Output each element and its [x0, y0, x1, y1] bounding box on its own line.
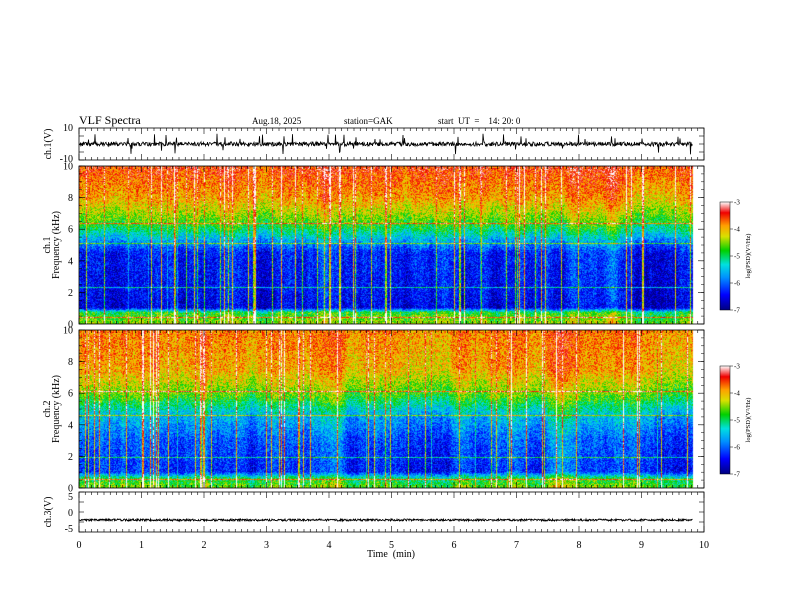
- ch1-spectrogram-ytick-label: 0: [68, 320, 73, 331]
- ch2-spectrogram-panel: 0 2 4 6 8 10 ch.2 Frequency (kHz): [42, 326, 705, 495]
- ch1-colorbar-tick-label: -5: [734, 253, 740, 261]
- ch1-spectrogram-panel: 0 2 4 6 8 10 ch.1 Frequency (kHz): [42, 162, 705, 331]
- ch1-spectrogram-ytick-label: 8: [68, 193, 73, 204]
- ch2-colorbar-tick-label: -5: [734, 417, 740, 425]
- ch1-colorbar-tick-label: -4: [734, 226, 740, 234]
- time-tick-label: 7: [514, 540, 519, 551]
- ch1-spectrogram-ytick-label: 4: [68, 256, 73, 267]
- ch1-spectrogram-ytick-label: 10: [63, 162, 73, 173]
- header-station: station=GAK: [344, 116, 393, 126]
- ch1-waveform-panel: 10 -10 ch.1(V): [43, 123, 705, 165]
- ch2-spectrogram-ytick-label: 8: [68, 357, 73, 368]
- ch1-spectrogram-channel-label: ch.1: [42, 237, 53, 254]
- ch3-ytick-bottom: -5: [65, 524, 73, 535]
- time-tick-label: 5: [389, 540, 394, 551]
- time-axis: 0 1 2 3 4 5 6 7 8 9 10: [77, 540, 710, 551]
- ch2-colorbar-tick-label: -3: [734, 363, 740, 371]
- ch3-ytick-top: 5: [68, 492, 73, 503]
- chart-title: VLF Spectra: [79, 113, 141, 127]
- ch2-spectrogram-ytick-label: 4: [68, 420, 73, 431]
- ch1-ytick-bottom: -10: [60, 154, 73, 165]
- ch2-colorbar-tick-label: -6: [734, 444, 740, 452]
- ch2-spectrogram-ylabel: Frequency (kHz): [51, 375, 62, 443]
- time-axis-label: Time (min): [367, 549, 415, 560]
- ch2-spectrogram-channel-label: ch.2: [42, 401, 53, 418]
- ch1-colorbar-tick-label: -7: [734, 307, 740, 315]
- time-tick-label: 1: [139, 540, 144, 551]
- ch1-spectrogram-ytick-label: 2: [68, 288, 73, 299]
- ch1-spectrogram-ylabel: Frequency (kHz): [51, 211, 62, 279]
- ch1-spectrogram-heatmap: [79, 166, 704, 324]
- time-tick-label: 2: [202, 540, 207, 551]
- time-tick-label: 0: [77, 540, 82, 551]
- ch2-colorbar-tick-label: -7: [734, 471, 740, 479]
- time-tick-label: 3: [264, 540, 269, 551]
- ch1-waveform-ylabel: ch.1(V): [43, 129, 54, 160]
- header-date: Aug.18, 2025: [252, 116, 302, 126]
- ch1-spectrogram-ytick-label: 6: [68, 225, 73, 236]
- ch2-spectrogram-ytick-label: 2: [68, 452, 73, 463]
- time-tick-label: 8: [577, 540, 582, 551]
- ch1-ytick-top: 10: [63, 123, 73, 134]
- ch2-spectrogram-heatmap: [79, 330, 704, 488]
- ch1-colorbar-scale: [719, 201, 731, 311]
- ch2-colorbar-label: log(PSD)(V²/Hz): [745, 398, 752, 443]
- ch1-colorbar-label: log(PSD)(V²/Hz): [745, 234, 752, 279]
- ch3-ytick-mid: 0: [68, 508, 73, 519]
- ch3-waveform-ylabel: ch.3(V): [43, 497, 54, 528]
- ch2-spectrogram-ytick-label: 10: [63, 326, 73, 337]
- time-tick-label: 9: [639, 540, 644, 551]
- ch2-colorbar-scale: [719, 365, 731, 475]
- ch2-colorbar-tick-label: -4: [734, 390, 740, 398]
- ch1-colorbar-tick-label: -3: [734, 199, 740, 207]
- time-tick-label: 10: [699, 540, 709, 551]
- ch2-colorbar: -3 -4 -5 -6 -7 log(PSD)(V²/Hz): [719, 363, 752, 479]
- ch2-spectrogram-ytick-label: 0: [68, 484, 73, 495]
- ch3-waveform-panel: 5 0 -5 ch.3(V): [43, 491, 705, 535]
- ch2-spectrogram-ytick-label: 6: [68, 389, 73, 400]
- ch3-waveform-line: [78, 517, 693, 523]
- time-tick-label: 4: [327, 540, 332, 551]
- ch1-colorbar-tick-label: -6: [734, 280, 740, 288]
- header-start-time: start UT = 14: 20: 0: [438, 116, 521, 126]
- ch1-colorbar: -3 -4 -5 -6 -7 log(PSD)(V²/Hz): [719, 199, 752, 315]
- time-tick-label: 6: [452, 540, 457, 551]
- ch1-waveform-line: [78, 133, 693, 155]
